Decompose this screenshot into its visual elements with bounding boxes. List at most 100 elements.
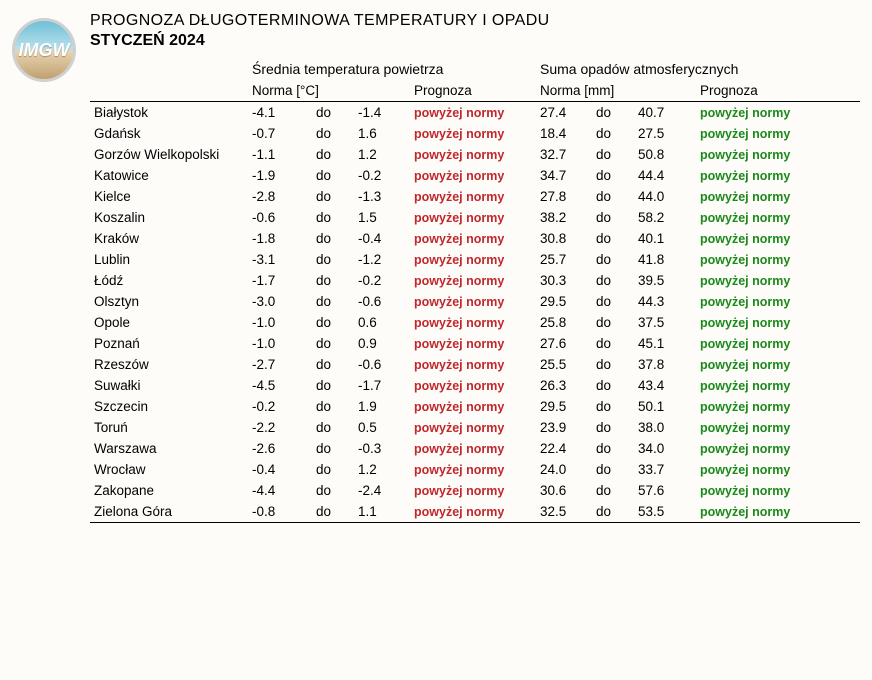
do-label: do	[592, 291, 634, 312]
do-label: do	[312, 123, 354, 144]
city-cell: Lublin	[90, 249, 248, 270]
temp-hi: 0.6	[354, 312, 410, 333]
precip-hi: 44.0	[634, 186, 696, 207]
temp-lo: -4.1	[248, 102, 312, 124]
do-label: do	[592, 501, 634, 523]
city-cell: Rzeszów	[90, 354, 248, 375]
precip-lo: 25.7	[536, 249, 592, 270]
table-row: Kielce-2.8do-1.3powyżej normy27.8do44.0p…	[90, 186, 860, 207]
page-title-1: PROGNOZA DŁUGOTERMINOWA TEMPERATURY I OP…	[90, 12, 860, 30]
temp-hi: -0.6	[354, 291, 410, 312]
temp-prog: powyżej normy	[410, 165, 536, 186]
temp-hi: 1.1	[354, 501, 410, 523]
do-label: do	[592, 312, 634, 333]
do-label: do	[592, 102, 634, 124]
do-label: do	[312, 459, 354, 480]
temp-hi: 0.9	[354, 333, 410, 354]
precip-hi: 40.7	[634, 102, 696, 124]
temp-prog: powyżej normy	[410, 144, 536, 165]
precip-prog-header: Prognoza	[696, 80, 860, 102]
precip-lo: 38.2	[536, 207, 592, 228]
precip-lo: 27.6	[536, 333, 592, 354]
city-cell: Łódź	[90, 270, 248, 291]
do-label: do	[592, 165, 634, 186]
precip-hi: 45.1	[634, 333, 696, 354]
do-label: do	[312, 228, 354, 249]
do-label: do	[592, 417, 634, 438]
precip-hi: 41.8	[634, 249, 696, 270]
table-row: Lublin-3.1do-1.2powyżej normy25.7do41.8p…	[90, 249, 860, 270]
temp-prog: powyżej normy	[410, 207, 536, 228]
precip-lo: 26.3	[536, 375, 592, 396]
precip-prog: powyżej normy	[696, 291, 860, 312]
precip-prog: powyżej normy	[696, 123, 860, 144]
do-label: do	[312, 165, 354, 186]
temp-prog: powyżej normy	[410, 312, 536, 333]
temp-prog: powyżej normy	[410, 333, 536, 354]
temp-prog: powyżej normy	[410, 459, 536, 480]
precip-norm-header: Norma [mm]	[536, 80, 696, 102]
do-label: do	[312, 417, 354, 438]
precip-prog: powyżej normy	[696, 417, 860, 438]
do-label: do	[312, 354, 354, 375]
precip-prog: powyżej normy	[696, 459, 860, 480]
do-label: do	[312, 480, 354, 501]
precip-prog: powyżej normy	[696, 207, 860, 228]
table-row: Toruń-2.2do0.5powyżej normy23.9do38.0pow…	[90, 417, 860, 438]
do-label: do	[592, 354, 634, 375]
precip-prog: powyżej normy	[696, 396, 860, 417]
table-row: Białystok-4.1do-1.4powyżej normy27.4do40…	[90, 102, 860, 124]
temp-lo: -4.5	[248, 375, 312, 396]
precip-hi: 33.7	[634, 459, 696, 480]
precip-prog: powyżej normy	[696, 354, 860, 375]
do-label: do	[592, 375, 634, 396]
city-cell: Warszawa	[90, 438, 248, 459]
city-cell: Gdańsk	[90, 123, 248, 144]
temp-lo: -1.7	[248, 270, 312, 291]
temp-hi: -0.4	[354, 228, 410, 249]
precip-hi: 38.0	[634, 417, 696, 438]
precip-prog: powyżej normy	[696, 312, 860, 333]
table-row: Katowice-1.9do-0.2powyżej normy34.7do44.…	[90, 165, 860, 186]
precip-prog: powyżej normy	[696, 270, 860, 291]
precip-hi: 57.6	[634, 480, 696, 501]
temp-prog: powyżej normy	[410, 123, 536, 144]
table-row: Koszalin-0.6do1.5powyżej normy38.2do58.2…	[90, 207, 860, 228]
precip-hi: 34.0	[634, 438, 696, 459]
precip-prog: powyżej normy	[696, 480, 860, 501]
precip-prog: powyżej normy	[696, 102, 860, 124]
precip-prog: powyżej normy	[696, 438, 860, 459]
city-cell: Suwałki	[90, 375, 248, 396]
temp-prog: powyżej normy	[410, 186, 536, 207]
precip-prog: powyżej normy	[696, 186, 860, 207]
do-label: do	[592, 333, 634, 354]
table-row: Zakopane-4.4do-2.4powyżej normy30.6do57.…	[90, 480, 860, 501]
temp-lo: -1.0	[248, 333, 312, 354]
precip-lo: 30.3	[536, 270, 592, 291]
precip-lo: 24.0	[536, 459, 592, 480]
temp-lo: -0.4	[248, 459, 312, 480]
table-row: Gdańsk-0.7do1.6powyżej normy18.4do27.5po…	[90, 123, 860, 144]
precip-hi: 40.1	[634, 228, 696, 249]
temp-lo: -1.9	[248, 165, 312, 186]
temp-lo: -1.0	[248, 312, 312, 333]
temp-prog: powyżej normy	[410, 249, 536, 270]
city-cell: Opole	[90, 312, 248, 333]
temp-hi: -2.4	[354, 480, 410, 501]
precip-hi: 44.4	[634, 165, 696, 186]
do-label: do	[312, 249, 354, 270]
precip-hi: 50.1	[634, 396, 696, 417]
precip-hi: 44.3	[634, 291, 696, 312]
do-label: do	[592, 186, 634, 207]
temp-lo: -2.7	[248, 354, 312, 375]
temp-hi: 1.2	[354, 459, 410, 480]
temp-lo: -0.2	[248, 396, 312, 417]
table-row: Szczecin-0.2do1.9powyżej normy29.5do50.1…	[90, 396, 860, 417]
do-label: do	[592, 396, 634, 417]
table-row: Olsztyn-3.0do-0.6powyżej normy29.5do44.3…	[90, 291, 860, 312]
precip-hi: 58.2	[634, 207, 696, 228]
do-label: do	[312, 207, 354, 228]
city-cell: Kraków	[90, 228, 248, 249]
table-row: Rzeszów-2.7do-0.6powyżej normy25.5do37.8…	[90, 354, 860, 375]
do-label: do	[592, 144, 634, 165]
